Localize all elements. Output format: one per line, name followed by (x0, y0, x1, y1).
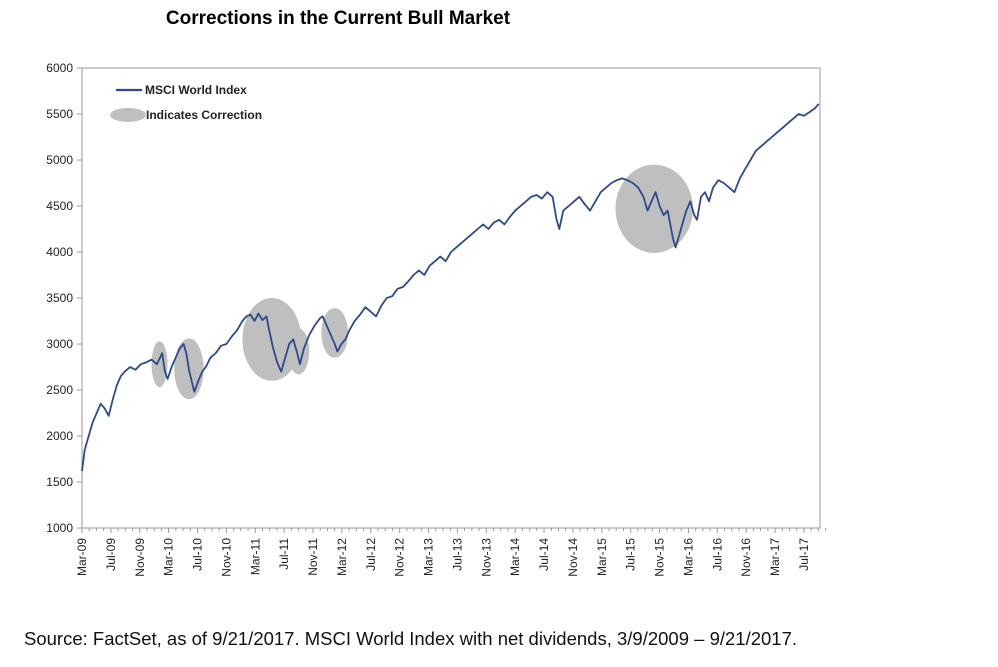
y-tick-label: 3000 (46, 337, 73, 351)
x-tick-label: Jul-14 (537, 538, 551, 571)
x-tick-label: Nov-15 (653, 538, 667, 577)
legend: MSCI World Index Indicates Correction (110, 83, 262, 122)
correction-ellipse-5 (321, 308, 349, 358)
x-tick-label: Mar-17 (768, 538, 782, 576)
x-tick-label: Mar-10 (162, 538, 176, 576)
y-tick-label: 1000 (46, 521, 73, 535)
corrections-layer (151, 164, 693, 400)
x-tick-label: Mar-13 (422, 538, 436, 576)
x-tick-label: Jul-15 (624, 538, 638, 571)
legend-correction-label: Indicates Correction (146, 108, 262, 122)
x-tick-label: Mar-11 (248, 538, 262, 575)
x-tick-label: Mar-16 (681, 538, 695, 576)
x-tick-label: Nov-16 (739, 538, 753, 577)
x-tick-label: Jul-17 (797, 538, 811, 571)
y-tick-label: 4000 (46, 245, 73, 259)
x-axis: Mar-09 Jul-09 Nov-09 Mar-10 Jul-10 Nov-10 Mar-… (75, 528, 827, 577)
y-tick-label: 5000 (46, 153, 73, 167)
correction-ellipse-4 (287, 328, 310, 375)
legend-series-label: MSCI World Index (145, 83, 247, 97)
y-axis: 1000 1500 2000 2500 3000 3500 4000 4500 5000 5500… (46, 61, 82, 535)
source-note: Source: FactSet, as of 9/21/2017. MSCI W… (24, 628, 798, 649)
x-tick-label: Mar-14 (508, 538, 522, 576)
x-tick-label: Jul-13 (450, 538, 464, 571)
y-tick-label: 6000 (46, 61, 73, 75)
legend-correction-swatch (110, 108, 146, 122)
x-tick-label: Nov-09 (133, 538, 147, 577)
y-tick-label: 5500 (46, 107, 73, 121)
chart-title: Corrections in the Current Bull Market (165, 8, 511, 29)
x-tick-label: Mar-09 (75, 538, 89, 576)
series-layer (81, 103, 820, 472)
y-tick-label: 1500 (46, 475, 73, 489)
x-tick-label: Nov-13 (479, 538, 493, 577)
x-tick-label: Jul-16 (710, 538, 724, 571)
y-tick-label: 3500 (46, 291, 73, 305)
x-tick-label: Nov-11 (306, 538, 320, 576)
correction-ellipse-6 (615, 164, 693, 253)
x-tick-label: Jul-11 (277, 538, 291, 570)
x-tick-label: Jul-09 (104, 538, 118, 571)
x-tick-label: Nov-12 (393, 538, 407, 577)
x-tick-label: Jul-12 (364, 538, 378, 571)
x-tick-label: Mar-12 (335, 538, 349, 576)
y-tick-label: 2000 (46, 429, 73, 443)
y-tick-label: 2500 (46, 383, 73, 397)
y-tick-label: 4500 (46, 199, 73, 213)
x-tick-label: Jul-10 (191, 538, 205, 571)
x-tick-label: Nov-14 (566, 538, 580, 577)
plot-frame (81, 67, 821, 529)
chart: 1000 1500 2000 2500 3000 3500 4000 4500 5000 5500… (46, 61, 827, 577)
x-tick-label: Mar-15 (595, 538, 609, 576)
x-tick-label: Nov-10 (219, 538, 233, 577)
correction-ellipse-1 (151, 341, 168, 388)
series-line-1 (81, 103, 820, 472)
